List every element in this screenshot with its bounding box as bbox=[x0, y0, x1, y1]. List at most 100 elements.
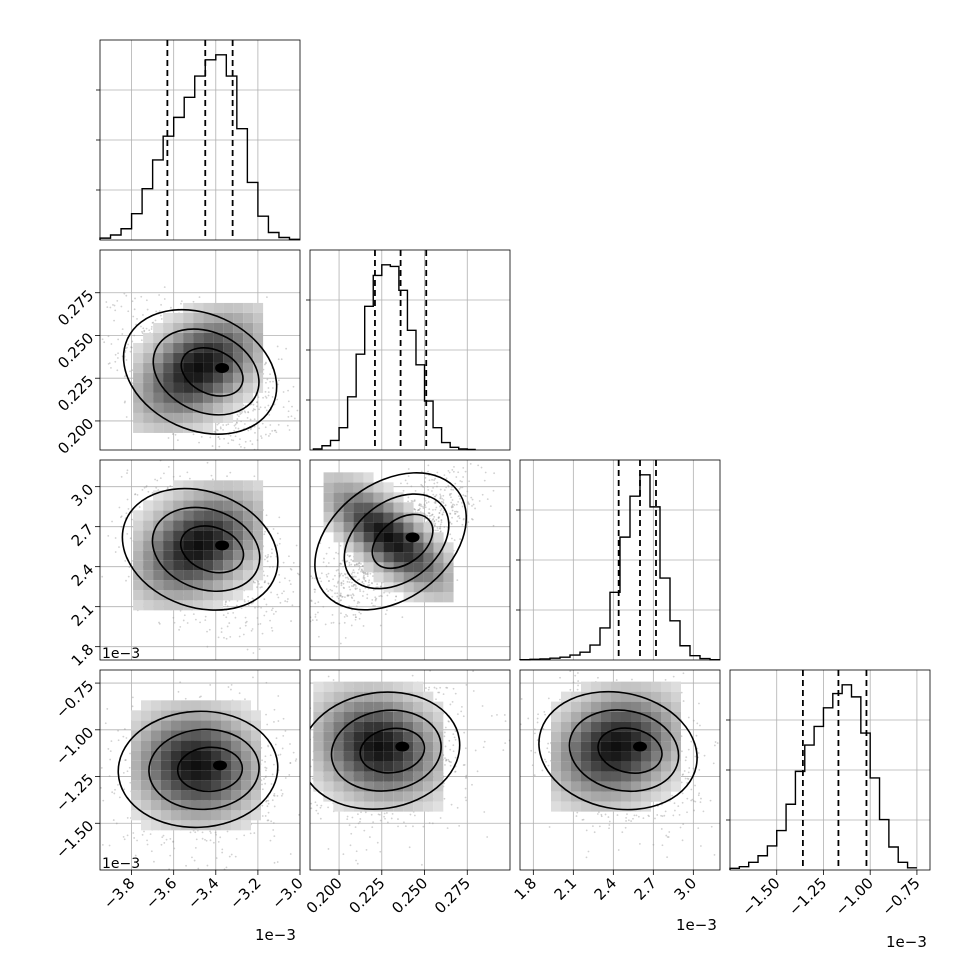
sample-point bbox=[441, 513, 444, 516]
density-cell bbox=[363, 522, 374, 533]
sample-point bbox=[263, 558, 266, 561]
sample-point bbox=[314, 616, 317, 618]
sample-point bbox=[461, 486, 464, 489]
density-cell bbox=[383, 552, 394, 563]
sample-point bbox=[354, 588, 357, 591]
sample-point bbox=[427, 512, 430, 514]
sample-point bbox=[327, 590, 330, 592]
sample-point bbox=[359, 612, 362, 615]
sample-point bbox=[339, 594, 342, 597]
density-cell bbox=[143, 500, 154, 511]
sample-point bbox=[265, 381, 267, 384]
sample-point bbox=[113, 792, 116, 795]
density-cell bbox=[213, 382, 224, 393]
density-cell bbox=[443, 542, 454, 553]
sample-point bbox=[467, 521, 470, 524]
sample-point bbox=[272, 613, 275, 615]
sample-point bbox=[441, 497, 444, 500]
density-cell bbox=[373, 562, 384, 573]
sample-point bbox=[433, 524, 436, 527]
sample-point bbox=[245, 620, 248, 623]
sample-point bbox=[131, 300, 134, 303]
sample-point bbox=[350, 624, 353, 627]
sample-point bbox=[266, 819, 269, 822]
density-cell bbox=[353, 542, 364, 553]
sample-point bbox=[145, 327, 148, 330]
sample-point bbox=[126, 346, 128, 349]
sample-point bbox=[433, 501, 436, 504]
sample-point bbox=[233, 429, 236, 432]
density-cell bbox=[243, 520, 254, 531]
sample-point bbox=[489, 505, 492, 508]
sample-point bbox=[298, 573, 300, 576]
sample-point bbox=[462, 466, 465, 469]
sample-point bbox=[375, 586, 378, 589]
sample-point bbox=[267, 745, 270, 748]
sample-point bbox=[298, 601, 300, 603]
sample-point bbox=[233, 468, 235, 470]
sample-point bbox=[340, 563, 343, 565]
sample-point bbox=[209, 436, 212, 439]
density-peak bbox=[215, 540, 230, 551]
density-cell bbox=[233, 560, 244, 571]
sample-point bbox=[116, 357, 119, 359]
sample-point bbox=[247, 411, 250, 414]
sample-point bbox=[123, 375, 126, 378]
sample-point bbox=[395, 595, 398, 598]
sample-point bbox=[327, 562, 330, 564]
density-cell bbox=[173, 322, 184, 333]
sample-point bbox=[172, 475, 175, 478]
sample-point bbox=[217, 436, 220, 438]
sample-point bbox=[442, 499, 445, 501]
sample-point bbox=[352, 613, 355, 616]
sample-point bbox=[112, 303, 114, 306]
sample-point bbox=[454, 512, 456, 515]
density-cell bbox=[433, 552, 444, 563]
sample-point bbox=[459, 480, 462, 482]
sample-point bbox=[240, 607, 243, 610]
density-cell bbox=[423, 592, 434, 603]
sample-point bbox=[439, 493, 441, 496]
density-cell bbox=[163, 322, 174, 333]
sample-point bbox=[464, 494, 467, 497]
sample-point bbox=[359, 588, 361, 591]
sample-point bbox=[346, 554, 349, 557]
sample-point bbox=[484, 471, 487, 474]
sample-point bbox=[461, 523, 464, 526]
sample-point bbox=[414, 508, 417, 511]
density-cell bbox=[163, 590, 174, 601]
sample-point bbox=[453, 504, 456, 506]
density-cell bbox=[153, 382, 164, 393]
density-cell bbox=[223, 372, 234, 383]
density-cell bbox=[353, 482, 364, 493]
sample-point bbox=[124, 347, 127, 350]
sample-point bbox=[273, 403, 276, 406]
sample-point bbox=[141, 833, 144, 836]
sample-point bbox=[433, 524, 436, 527]
sample-point bbox=[339, 544, 342, 547]
sample-point bbox=[106, 306, 109, 309]
sample-point bbox=[289, 567, 292, 570]
sample-point bbox=[334, 574, 336, 577]
sample-point bbox=[267, 582, 270, 585]
sample-point bbox=[247, 604, 250, 607]
sample-point bbox=[372, 575, 374, 577]
sample-point bbox=[349, 554, 352, 557]
sample-point bbox=[204, 619, 207, 622]
sample-point bbox=[160, 451, 162, 453]
sample-point bbox=[449, 521, 452, 524]
sample-point bbox=[325, 565, 328, 568]
sample-point bbox=[348, 581, 351, 584]
sample-point bbox=[159, 477, 162, 480]
sample-point bbox=[234, 427, 237, 429]
density-cell bbox=[153, 372, 164, 383]
sample-point bbox=[313, 588, 316, 591]
sample-point bbox=[238, 415, 240, 418]
density-cell bbox=[153, 570, 164, 581]
sample-point bbox=[271, 396, 274, 398]
density-cell bbox=[363, 512, 374, 523]
density-cell bbox=[153, 352, 164, 363]
histogram-1 bbox=[99, 54, 300, 241]
density-cell bbox=[253, 530, 264, 541]
sample-point bbox=[347, 594, 350, 597]
